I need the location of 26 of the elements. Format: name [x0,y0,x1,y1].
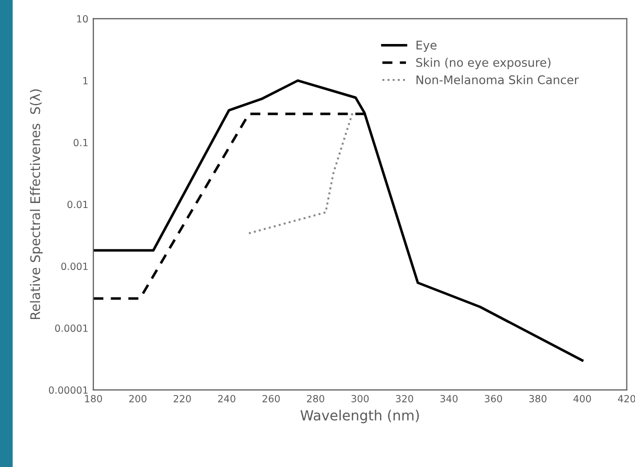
x-tick-label: 300 [352,394,369,402]
x-tick-label: 420 [618,394,635,402]
x-tick-label: 280 [307,394,324,402]
y-axis-title: Relative Spectral Effectivenes S(λ) [30,89,43,320]
y-tick-label: 0.01 [67,200,88,208]
y-tick-label: 0.1 [74,138,88,146]
y-tick-label: 0.0001 [55,324,88,332]
x-tick-label: 220 [174,394,191,402]
y-tick-label: 1 [83,77,88,84]
y-tick-label: 0.00001 [48,386,88,394]
x-tick-label: 400 [573,394,591,402]
x-axis-title: Wavelength (nm) [300,410,419,424]
legend-label: Skin (no eye exposure) [416,58,550,70]
line-series [248,112,354,234]
x-tick-label: 240 [218,394,236,402]
x-tick-label: 200 [129,394,146,402]
legend-label: Eye [416,40,436,52]
x-tick-label: 380 [529,394,546,402]
x-tick-label: 260 [262,394,280,402]
x-tick-label: 340 [440,394,458,402]
x-tick-label: 360 [484,394,502,402]
y-tick-label: 0.001 [61,262,88,270]
x-tick-label: 320 [396,394,414,402]
x-tick-label: 180 [85,394,102,402]
y-tick-label: 10 [77,15,88,23]
legend-label: Non-Melanoma Skin Cancer [416,75,579,84]
